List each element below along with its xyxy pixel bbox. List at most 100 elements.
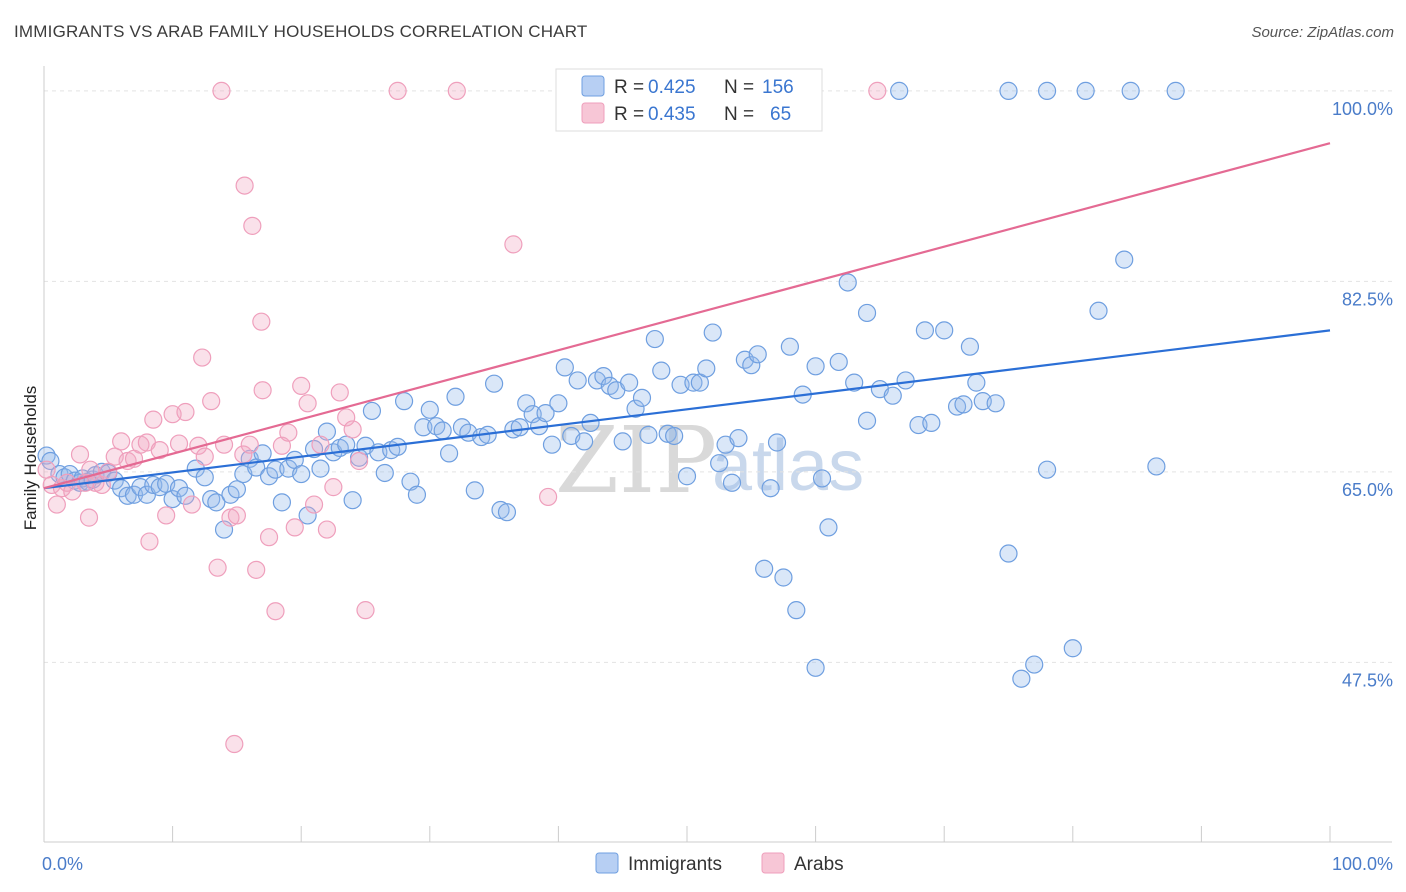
point-immigrants-75 bbox=[510, 418, 529, 437]
point-arabs-47 bbox=[330, 383, 349, 402]
x-tick-labels: 0.0% 100.0% bbox=[42, 854, 1393, 874]
point-immigrants-148 bbox=[857, 303, 877, 323]
point-arabs-49 bbox=[343, 420, 362, 439]
point-arabs-58 bbox=[252, 312, 271, 331]
point-arabs-46 bbox=[324, 478, 343, 497]
y-tick-label-2: 82.5% bbox=[1342, 289, 1393, 309]
point-immigrants-37 bbox=[266, 460, 285, 479]
point-immigrants-142 bbox=[1025, 655, 1044, 674]
point-arabs-36 bbox=[259, 528, 279, 547]
point-immigrants-52 bbox=[362, 401, 382, 421]
point-immigrants-56 bbox=[388, 437, 407, 456]
point-arabs-31 bbox=[227, 506, 246, 525]
point-immigrants-73 bbox=[497, 503, 517, 522]
point-immigrants-155 bbox=[1147, 457, 1166, 476]
point-immigrants-93 bbox=[626, 399, 645, 418]
point-arabs-44 bbox=[311, 435, 330, 454]
point-immigrants-106 bbox=[710, 454, 729, 473]
legend-label-immigrants: Immigrants bbox=[628, 854, 722, 875]
stats-legend: R = 0.425 N = 156 R = 0.435 N = 65 bbox=[555, 68, 823, 132]
stats-n-value-arabs: 65 bbox=[770, 104, 791, 125]
point-immigrants-146 bbox=[1115, 250, 1134, 269]
series-arabs-points bbox=[37, 81, 887, 754]
point-immigrants-115 bbox=[767, 433, 787, 452]
point-immigrants-26 bbox=[195, 468, 214, 487]
point-arabs-0 bbox=[37, 460, 56, 479]
point-arabs-59 bbox=[212, 81, 231, 100]
point-immigrants-80 bbox=[542, 435, 562, 454]
point-immigrants-124 bbox=[838, 273, 857, 292]
point-immigrants-68 bbox=[465, 481, 484, 500]
series-immigrants-points bbox=[37, 81, 1185, 688]
point-immigrants-118 bbox=[787, 601, 806, 620]
point-immigrants-114 bbox=[761, 479, 780, 498]
point-arabs-56 bbox=[235, 176, 254, 195]
point-immigrants-131 bbox=[915, 321, 935, 340]
point-immigrants-144 bbox=[1063, 639, 1082, 658]
point-immigrants-95 bbox=[639, 425, 658, 444]
stats-n-value-immigrants: 156 bbox=[762, 77, 794, 98]
point-immigrants-60 bbox=[414, 418, 433, 437]
point-immigrants-105 bbox=[703, 323, 722, 342]
point-immigrants-102 bbox=[684, 373, 703, 392]
point-immigrants-101 bbox=[677, 467, 697, 486]
point-immigrants-120 bbox=[806, 357, 825, 376]
point-immigrants-132 bbox=[922, 413, 941, 432]
x-tick-label-1: 100.0% bbox=[1332, 854, 1393, 874]
point-immigrants-117 bbox=[780, 337, 799, 356]
point-immigrants-84 bbox=[568, 371, 587, 390]
point-immigrants-59 bbox=[407, 485, 427, 504]
trend-line-immigrants bbox=[43, 329, 1331, 490]
point-immigrants-136 bbox=[960, 337, 980, 356]
point-arabs-54 bbox=[193, 348, 212, 367]
point-immigrants-61 bbox=[420, 400, 439, 419]
point-immigrants-82 bbox=[555, 358, 574, 377]
point-arabs-52 bbox=[79, 508, 99, 527]
point-immigrants-122 bbox=[819, 518, 838, 537]
point-immigrants-81 bbox=[549, 394, 568, 413]
point-arabs-41 bbox=[292, 376, 311, 395]
point-immigrants-49 bbox=[343, 491, 362, 510]
point-immigrants-141 bbox=[1012, 669, 1031, 688]
point-immigrants-135 bbox=[954, 395, 973, 414]
point-immigrants-137 bbox=[967, 373, 986, 392]
point-immigrants-64 bbox=[439, 444, 459, 463]
point-arabs-60 bbox=[388, 81, 407, 100]
point-arabs-23 bbox=[176, 402, 195, 422]
point-immigrants-112 bbox=[748, 345, 767, 364]
point-arabs-6 bbox=[70, 445, 90, 464]
point-arabs-62 bbox=[539, 487, 558, 507]
point-arabs-42 bbox=[298, 394, 317, 413]
point-immigrants-140 bbox=[999, 544, 1018, 563]
point-arabs-24 bbox=[182, 495, 201, 514]
point-arabs-55 bbox=[225, 734, 244, 754]
y-tick-labels: 47.5% 65.0% 82.5% 100.0% bbox=[1332, 99, 1393, 691]
point-arabs-20 bbox=[157, 506, 176, 525]
point-immigrants-152 bbox=[1076, 81, 1095, 100]
series-legend: Immigrants Arabs bbox=[595, 852, 844, 875]
point-immigrants-63 bbox=[433, 421, 452, 440]
point-immigrants-113 bbox=[755, 559, 774, 578]
point-arabs-2 bbox=[47, 495, 66, 514]
point-immigrants-133 bbox=[935, 321, 954, 340]
point-immigrants-147 bbox=[806, 658, 825, 677]
point-arabs-19 bbox=[150, 441, 169, 460]
point-arabs-18 bbox=[144, 410, 163, 429]
point-immigrants-15 bbox=[118, 486, 137, 505]
x-tick-label-0: 0.0% bbox=[42, 854, 83, 874]
point-immigrants-153 bbox=[1121, 81, 1140, 100]
point-immigrants-129 bbox=[896, 371, 915, 390]
point-immigrants-150 bbox=[999, 81, 1018, 100]
legend-swatch-immigrants bbox=[595, 852, 619, 874]
point-immigrants-116 bbox=[774, 568, 793, 587]
point-immigrants-76 bbox=[517, 394, 536, 413]
point-immigrants-16 bbox=[124, 485, 144, 504]
point-immigrants-28 bbox=[207, 493, 226, 512]
legend-swatch-arabs bbox=[761, 852, 785, 874]
point-arabs-61 bbox=[504, 235, 523, 254]
point-arabs-57 bbox=[243, 216, 262, 235]
point-immigrants-92 bbox=[620, 373, 639, 392]
point-immigrants-128 bbox=[883, 386, 902, 405]
stats-r-value-immigrants: 0.425 bbox=[648, 77, 696, 98]
point-arabs-37 bbox=[266, 602, 285, 621]
